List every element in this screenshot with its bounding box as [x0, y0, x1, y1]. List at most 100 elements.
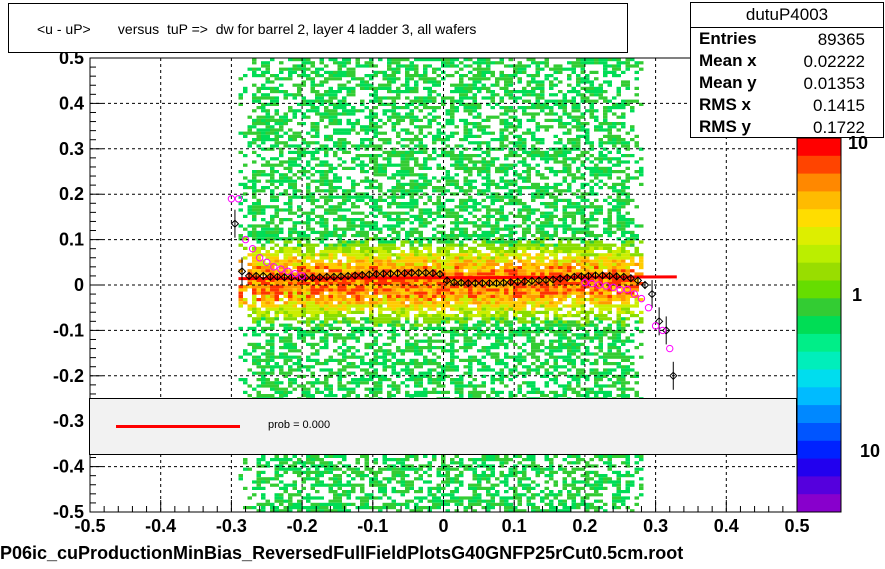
heatmap-cell	[337, 122, 342, 126]
heatmap-cell	[373, 221, 378, 225]
heatmap-cell	[423, 298, 428, 302]
heatmap-cell	[247, 282, 252, 286]
heatmap-cell	[481, 266, 486, 270]
heatmap-cell	[418, 176, 423, 180]
heatmap-cell	[459, 230, 464, 234]
heatmap-cell	[409, 336, 414, 340]
heatmap-cell	[283, 461, 288, 465]
heatmap-cell	[405, 288, 410, 292]
heatmap-cell	[310, 166, 315, 170]
heatmap-cell	[378, 163, 383, 167]
heatmap-cell	[292, 67, 297, 71]
heatmap-cell	[427, 339, 432, 343]
heatmap-cell	[481, 118, 486, 122]
heatmap-cell	[274, 483, 279, 487]
heatmap-cell	[346, 227, 351, 231]
heatmap-cell	[297, 288, 302, 292]
heatmap-cell	[378, 86, 383, 90]
heatmap-cell	[265, 147, 270, 151]
heatmap-cell	[355, 365, 360, 369]
heatmap-cell	[252, 320, 257, 324]
heatmap-cell	[283, 246, 288, 250]
heatmap-cell	[279, 298, 284, 302]
heatmap-cell	[364, 61, 369, 65]
heatmap-cell	[450, 157, 455, 161]
heatmap-cell	[454, 163, 459, 167]
heatmap-cell	[436, 339, 441, 343]
heatmap-cell	[319, 144, 324, 148]
heatmap-cell	[450, 154, 455, 158]
heatmap-cell	[315, 147, 320, 151]
heatmap-cell	[279, 365, 284, 369]
heatmap-cell	[382, 214, 387, 218]
heatmap-cell	[472, 74, 477, 78]
heatmap-cell	[400, 483, 405, 487]
heatmap-cell	[346, 189, 351, 193]
heatmap-cell	[490, 259, 495, 263]
heatmap-cell	[342, 70, 347, 74]
heatmap-cell	[472, 61, 477, 65]
heatmap-cell	[247, 179, 252, 183]
heatmap-cell	[306, 170, 311, 174]
heatmap-cell	[477, 496, 482, 500]
heatmap-cell	[324, 230, 329, 234]
heatmap-cell	[360, 291, 365, 295]
heatmap-cell	[468, 285, 473, 289]
heatmap-cell	[301, 288, 306, 292]
heatmap-cell	[486, 115, 491, 119]
heatmap-cell	[427, 93, 432, 97]
heatmap-cell	[351, 336, 356, 340]
heatmap-cell	[355, 381, 360, 385]
heatmap-cell	[481, 320, 486, 324]
heatmap-cell	[333, 358, 338, 362]
heatmap-cell	[391, 218, 396, 222]
heatmap-cell	[297, 147, 302, 151]
heatmap-cell	[274, 307, 279, 311]
heatmap-cell	[328, 138, 333, 142]
heatmap-cell	[432, 358, 437, 362]
heatmap-cell	[346, 310, 351, 314]
heatmap-cell	[265, 125, 270, 129]
heatmap-cell	[445, 58, 450, 62]
heatmap-cell	[319, 346, 324, 350]
heatmap-cell	[423, 362, 428, 366]
heatmap-cell	[472, 326, 477, 330]
heatmap-cell	[364, 86, 369, 90]
heatmap-cell	[238, 355, 243, 359]
heatmap-cell	[351, 390, 356, 394]
heatmap-cell	[486, 394, 491, 398]
heatmap-cell	[468, 237, 473, 241]
heatmap-cell	[360, 259, 365, 263]
heatmap-cell	[297, 64, 302, 68]
heatmap-cell	[301, 99, 306, 103]
heatmap-cell	[319, 294, 324, 298]
heatmap-cell	[301, 269, 306, 273]
heatmap-cell	[418, 467, 423, 471]
heatmap-cell	[265, 80, 270, 84]
heatmap-cell	[256, 362, 261, 366]
heatmap-cell	[301, 278, 306, 282]
heatmap-cell	[324, 333, 329, 337]
heatmap-cell	[252, 304, 257, 308]
heatmap-cell	[436, 131, 441, 135]
heatmap-cell	[351, 166, 356, 170]
heatmap-cell	[463, 170, 468, 174]
heatmap-cell	[382, 237, 387, 241]
heatmap-cell	[418, 150, 423, 154]
heatmap-cell	[319, 237, 324, 241]
heatmap-cell	[486, 211, 491, 215]
heatmap-cell	[342, 282, 347, 286]
heatmap-cell	[499, 211, 504, 215]
heatmap-cell	[387, 323, 392, 327]
heatmap-cell	[342, 342, 347, 346]
heatmap-cell	[418, 490, 423, 494]
heatmap-cell	[405, 365, 410, 369]
heatmap-cell	[472, 323, 477, 327]
heatmap-cell	[342, 74, 347, 78]
heatmap-cell	[490, 250, 495, 254]
heatmap-cell	[261, 218, 266, 222]
heatmap-cell	[387, 202, 392, 206]
heatmap-cell	[396, 237, 401, 241]
heatmap-cell	[450, 74, 455, 78]
heatmap-cell	[274, 378, 279, 382]
